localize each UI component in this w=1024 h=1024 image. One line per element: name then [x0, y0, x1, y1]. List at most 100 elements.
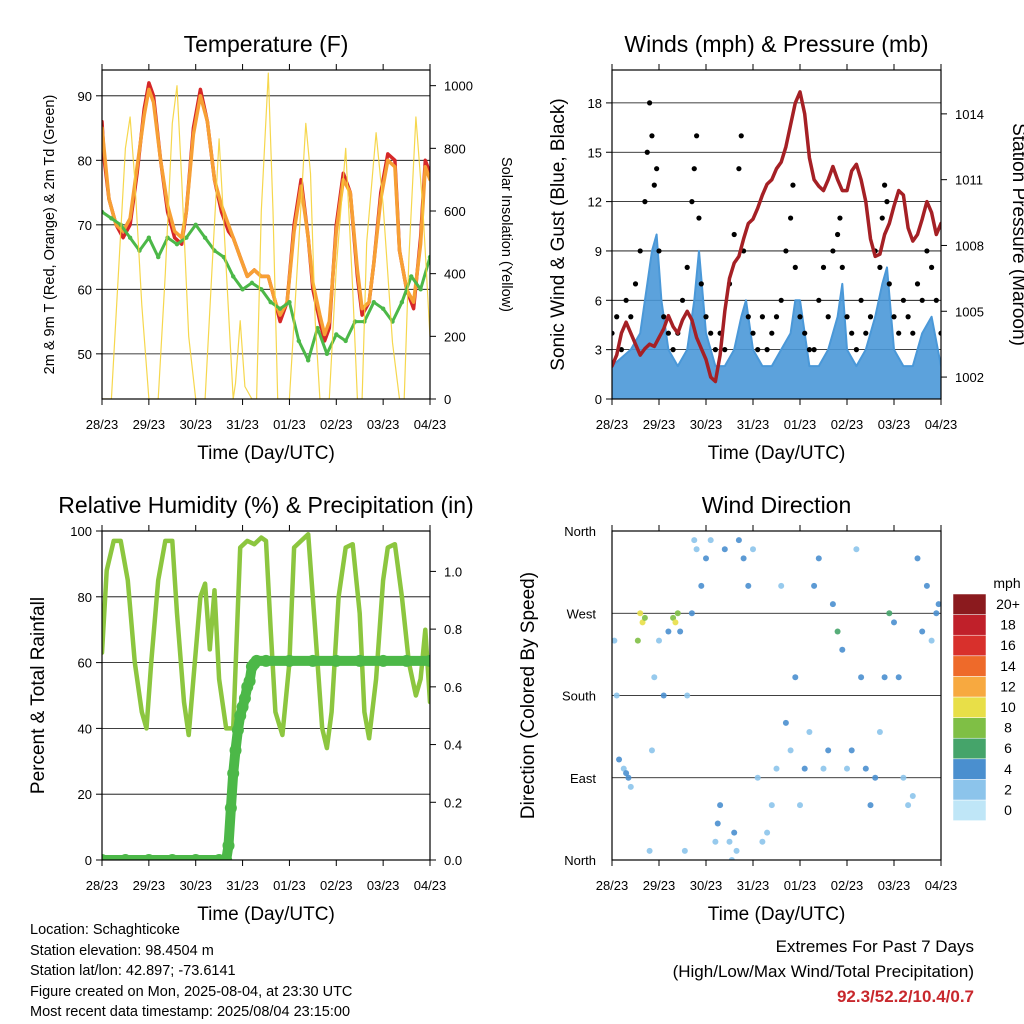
gust-point: [886, 281, 892, 287]
gust-point: [623, 297, 629, 303]
series-pressure: [612, 90, 941, 384]
direction-point: [672, 619, 679, 626]
y-right-tick-label: 1008: [955, 238, 984, 253]
x-tick-label: 03/23: [878, 417, 911, 432]
direction-point: [759, 838, 766, 845]
dewpoint-point: [109, 216, 114, 221]
panel-winds: Winds (mph) & Pressure (mb) Time (Day/UTC…: [548, 31, 1024, 464]
legend-swatch: [952, 655, 987, 677]
y-right-tick-label: 200: [444, 329, 466, 344]
gust-point: [745, 314, 751, 320]
direction-point: [634, 637, 641, 644]
x-tick-label: 01/23: [784, 878, 817, 893]
dewpoint-point: [380, 306, 386, 311]
gust-point: [896, 330, 902, 336]
precip-point: [283, 654, 296, 667]
direction-point: [881, 674, 888, 681]
direction-point: [728, 857, 735, 860]
direction-point: [919, 628, 926, 635]
extremes-subtitle: (High/Low/Max Wind/Total Precipitation): [672, 962, 974, 981]
y-tick-label: 0: [85, 853, 92, 868]
direction-point: [670, 614, 677, 621]
y-tick-label: North: [564, 524, 596, 539]
latlon-text: Station lat/lon: 42.897; -73.6141: [30, 963, 236, 979]
y-tick-label: West: [567, 606, 597, 621]
direction-point: [834, 628, 841, 635]
x-tick-label: 29/23: [133, 878, 166, 893]
legend-label: 0: [1004, 802, 1012, 818]
gust-point: [647, 100, 653, 106]
direction-point: [778, 582, 785, 589]
y-right-tick-label: 0.8: [444, 622, 462, 637]
direction-point: [616, 756, 623, 763]
gust-point: [773, 314, 780, 320]
dewpoint-point: [174, 241, 180, 247]
direction-point: [862, 765, 869, 772]
series-solar: [102, 72, 430, 399]
direction-point: [787, 747, 794, 754]
legend-label: 14: [1000, 658, 1016, 674]
legend-label: 16: [1000, 637, 1016, 653]
series-direction: [612, 537, 941, 860]
gust-point: [684, 264, 690, 270]
gust-point: [661, 314, 667, 320]
legend-swatch: [952, 634, 987, 657]
elevation-text: Station elevation: 98.4504 m: [30, 942, 214, 959]
speed-legend: mph 0 2 4 6 8 10 12 14 16 18 20+: [952, 575, 1021, 821]
x-tick-label: 03/23: [367, 878, 400, 893]
dewpoint-point: [137, 248, 142, 253]
precip-point: [400, 654, 413, 667]
gust-point: [628, 314, 634, 320]
legend-swatch: [952, 799, 987, 821]
direction-point: [625, 774, 632, 781]
direction-point: [717, 802, 724, 809]
gust-point: [656, 248, 662, 254]
y-right-tick-label: 1000: [444, 79, 473, 94]
x-tick-label: 01/23: [273, 878, 306, 893]
series-precip: [102, 654, 430, 860]
dewpoint-point: [287, 300, 292, 305]
dewpoint-point: [231, 274, 236, 279]
legend-swatch: [952, 779, 987, 801]
direction-point: [773, 765, 780, 772]
dewpoint-point: [305, 358, 311, 363]
x-tick-label: 31/23: [737, 417, 770, 432]
dewpoint-point: [127, 235, 133, 240]
x-tick-label: 30/23: [690, 878, 723, 893]
precip-point: [119, 854, 132, 860]
plot-frame: [101, 69, 431, 400]
direction-point: [914, 555, 921, 562]
gust-point: [924, 248, 930, 254]
direction-point: [820, 765, 827, 772]
direction-point: [641, 614, 648, 621]
y-right-tick-label: 600: [444, 204, 466, 219]
direction-point: [768, 802, 775, 809]
legend-title: mph: [993, 575, 1020, 591]
y-axis-label: 2m & 9m T (Red, Orange) & 2m Td (Green): [42, 95, 58, 375]
x-tick-label: 31/23: [226, 417, 259, 432]
y-tick-label: 80: [78, 153, 92, 168]
gust-point: [891, 314, 897, 320]
gust-point: [670, 347, 676, 353]
gust-point: [637, 248, 643, 254]
y-right-tick-label: 0.0: [444, 853, 462, 868]
y-tick-label: North: [564, 853, 596, 868]
precip-point: [227, 767, 240, 780]
gust-point: [783, 248, 789, 254]
gust-point: [612, 330, 615, 336]
direction-point: [620, 765, 627, 772]
gust-point: [910, 330, 916, 336]
direction-point: [735, 537, 742, 544]
direction-point: [876, 729, 883, 736]
x-axis-label: Time (Day/UTC): [708, 443, 846, 464]
direction-point: [872, 774, 879, 781]
y-tick-label: East: [570, 771, 596, 786]
dewpoint-point: [399, 300, 405, 305]
gust-point: [792, 264, 798, 270]
gust-point: [649, 133, 655, 139]
legend-swatch: [952, 593, 987, 615]
direction-point: [740, 555, 747, 562]
x-tick-label: 03/23: [878, 878, 911, 893]
x-tick-label: 29/23: [643, 417, 676, 432]
direction-point: [677, 628, 684, 635]
